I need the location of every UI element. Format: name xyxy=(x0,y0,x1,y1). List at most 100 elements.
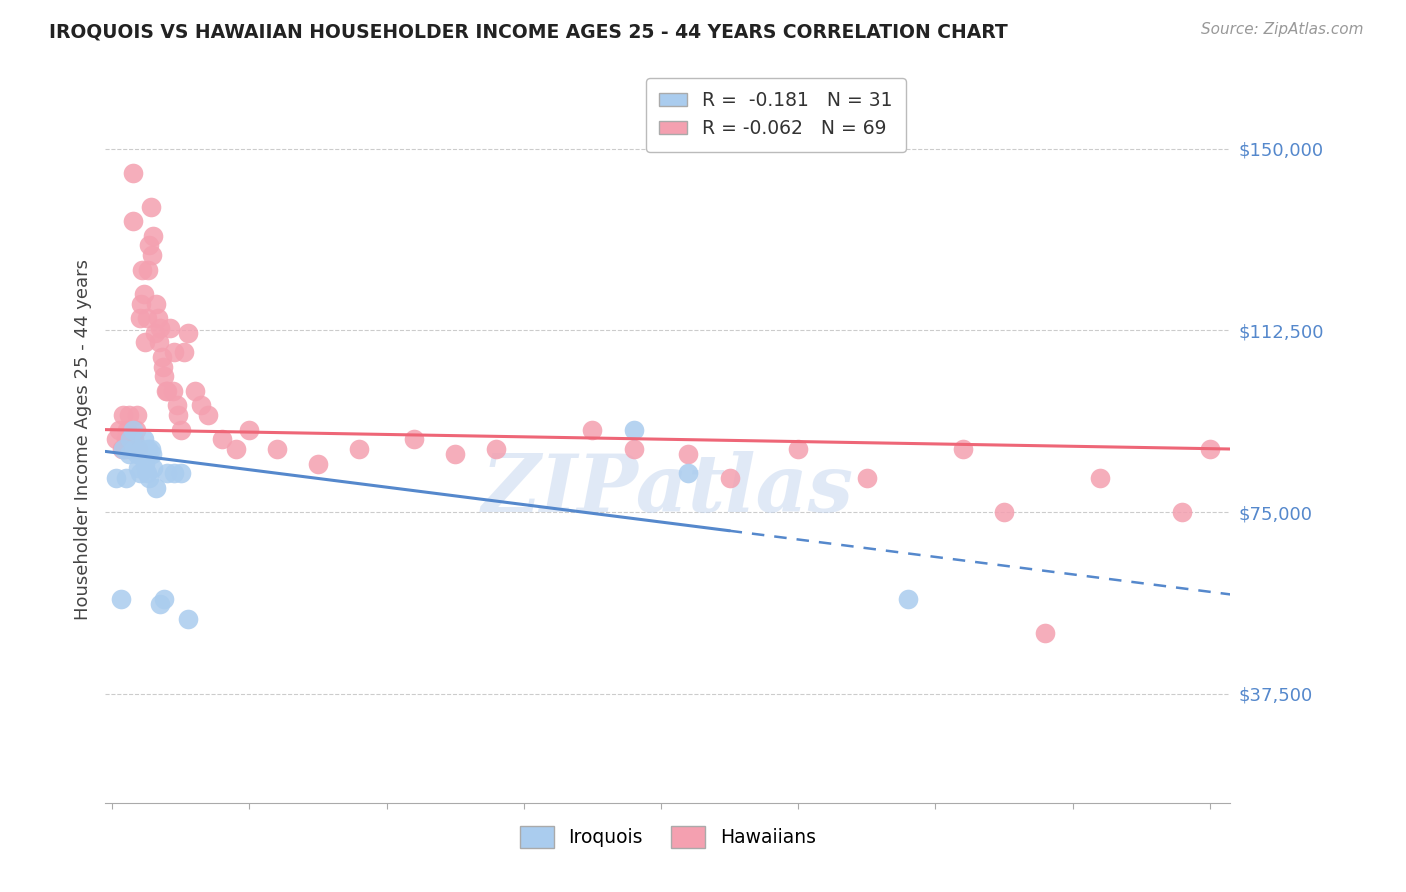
Point xyxy=(1198,442,1220,456)
Point xyxy=(159,321,181,335)
Text: ZIPatlas: ZIPatlas xyxy=(482,451,853,529)
Point xyxy=(125,447,148,461)
Point xyxy=(115,433,138,447)
Point xyxy=(132,433,155,447)
Point xyxy=(134,457,156,471)
Point xyxy=(347,442,370,456)
Text: Source: ZipAtlas.com: Source: ZipAtlas.com xyxy=(1201,22,1364,37)
Point xyxy=(155,384,177,398)
Point xyxy=(211,433,233,447)
Point xyxy=(404,433,426,447)
Point xyxy=(122,166,145,180)
Point xyxy=(149,597,172,611)
Point xyxy=(122,423,145,437)
Point xyxy=(131,447,153,461)
Point xyxy=(120,433,142,447)
Point xyxy=(118,447,141,461)
Point xyxy=(122,214,145,228)
Point xyxy=(108,423,131,437)
Point xyxy=(136,262,159,277)
Point xyxy=(112,442,135,456)
Legend: Iroquois, Hawaiians: Iroquois, Hawaiians xyxy=(512,819,824,855)
Point xyxy=(118,408,141,422)
Point xyxy=(134,335,156,350)
Point xyxy=(170,467,193,481)
Point xyxy=(238,423,260,437)
Point xyxy=(678,467,700,481)
Point xyxy=(150,350,173,364)
Point xyxy=(122,442,145,456)
Point xyxy=(266,442,288,456)
Point xyxy=(177,612,200,626)
Point xyxy=(105,471,128,485)
Point xyxy=(163,467,186,481)
Point xyxy=(623,442,645,456)
Point xyxy=(225,442,247,456)
Point xyxy=(131,262,153,277)
Point xyxy=(897,592,920,607)
Point xyxy=(145,481,167,495)
Point xyxy=(111,442,134,456)
Point xyxy=(307,457,329,471)
Point xyxy=(787,442,810,456)
Point xyxy=(173,345,195,359)
Point xyxy=(1088,471,1111,485)
Point xyxy=(145,296,167,310)
Point xyxy=(138,471,160,485)
Point xyxy=(120,442,142,456)
Point xyxy=(125,408,148,422)
Text: IROQUOIS VS HAWAIIAN HOUSEHOLDER INCOME AGES 25 - 44 YEARS CORRELATION CHART: IROQUOIS VS HAWAIIAN HOUSEHOLDER INCOME … xyxy=(49,22,1008,41)
Point xyxy=(117,423,139,437)
Point xyxy=(581,423,603,437)
Point xyxy=(124,423,146,437)
Point xyxy=(156,384,179,398)
Point xyxy=(148,335,170,350)
Point xyxy=(105,433,128,447)
Point xyxy=(153,369,176,384)
Point xyxy=(149,321,172,335)
Point xyxy=(127,461,149,475)
Point xyxy=(135,467,157,481)
Point xyxy=(122,433,145,447)
Point xyxy=(129,442,152,456)
Point xyxy=(136,442,159,456)
Point xyxy=(485,442,508,456)
Point xyxy=(623,423,645,437)
Point xyxy=(190,398,212,412)
Point xyxy=(1171,505,1194,519)
Point xyxy=(135,311,157,326)
Point xyxy=(121,433,143,447)
Point xyxy=(139,200,162,214)
Point xyxy=(142,461,165,475)
Point xyxy=(855,471,877,485)
Point xyxy=(128,311,150,326)
Point xyxy=(170,423,193,437)
Point xyxy=(146,311,169,326)
Point xyxy=(115,471,138,485)
Point xyxy=(132,287,155,301)
Point xyxy=(138,238,160,252)
Point xyxy=(112,408,135,422)
Point xyxy=(128,467,150,481)
Point xyxy=(718,471,741,485)
Point xyxy=(129,296,152,310)
Point xyxy=(114,442,136,456)
Point xyxy=(163,345,186,359)
Point xyxy=(127,442,149,456)
Point xyxy=(156,467,179,481)
Point xyxy=(142,228,165,243)
Point xyxy=(153,592,176,607)
Point xyxy=(143,326,166,340)
Y-axis label: Householder Income Ages 25 - 44 years: Householder Income Ages 25 - 44 years xyxy=(73,259,91,620)
Point xyxy=(139,442,162,456)
Point xyxy=(110,592,132,607)
Point xyxy=(183,384,205,398)
Point xyxy=(141,447,163,461)
Point xyxy=(197,408,219,422)
Point xyxy=(162,384,184,398)
Point xyxy=(444,447,467,461)
Point xyxy=(152,359,174,374)
Point xyxy=(167,408,190,422)
Point xyxy=(1033,626,1056,640)
Point xyxy=(166,398,188,412)
